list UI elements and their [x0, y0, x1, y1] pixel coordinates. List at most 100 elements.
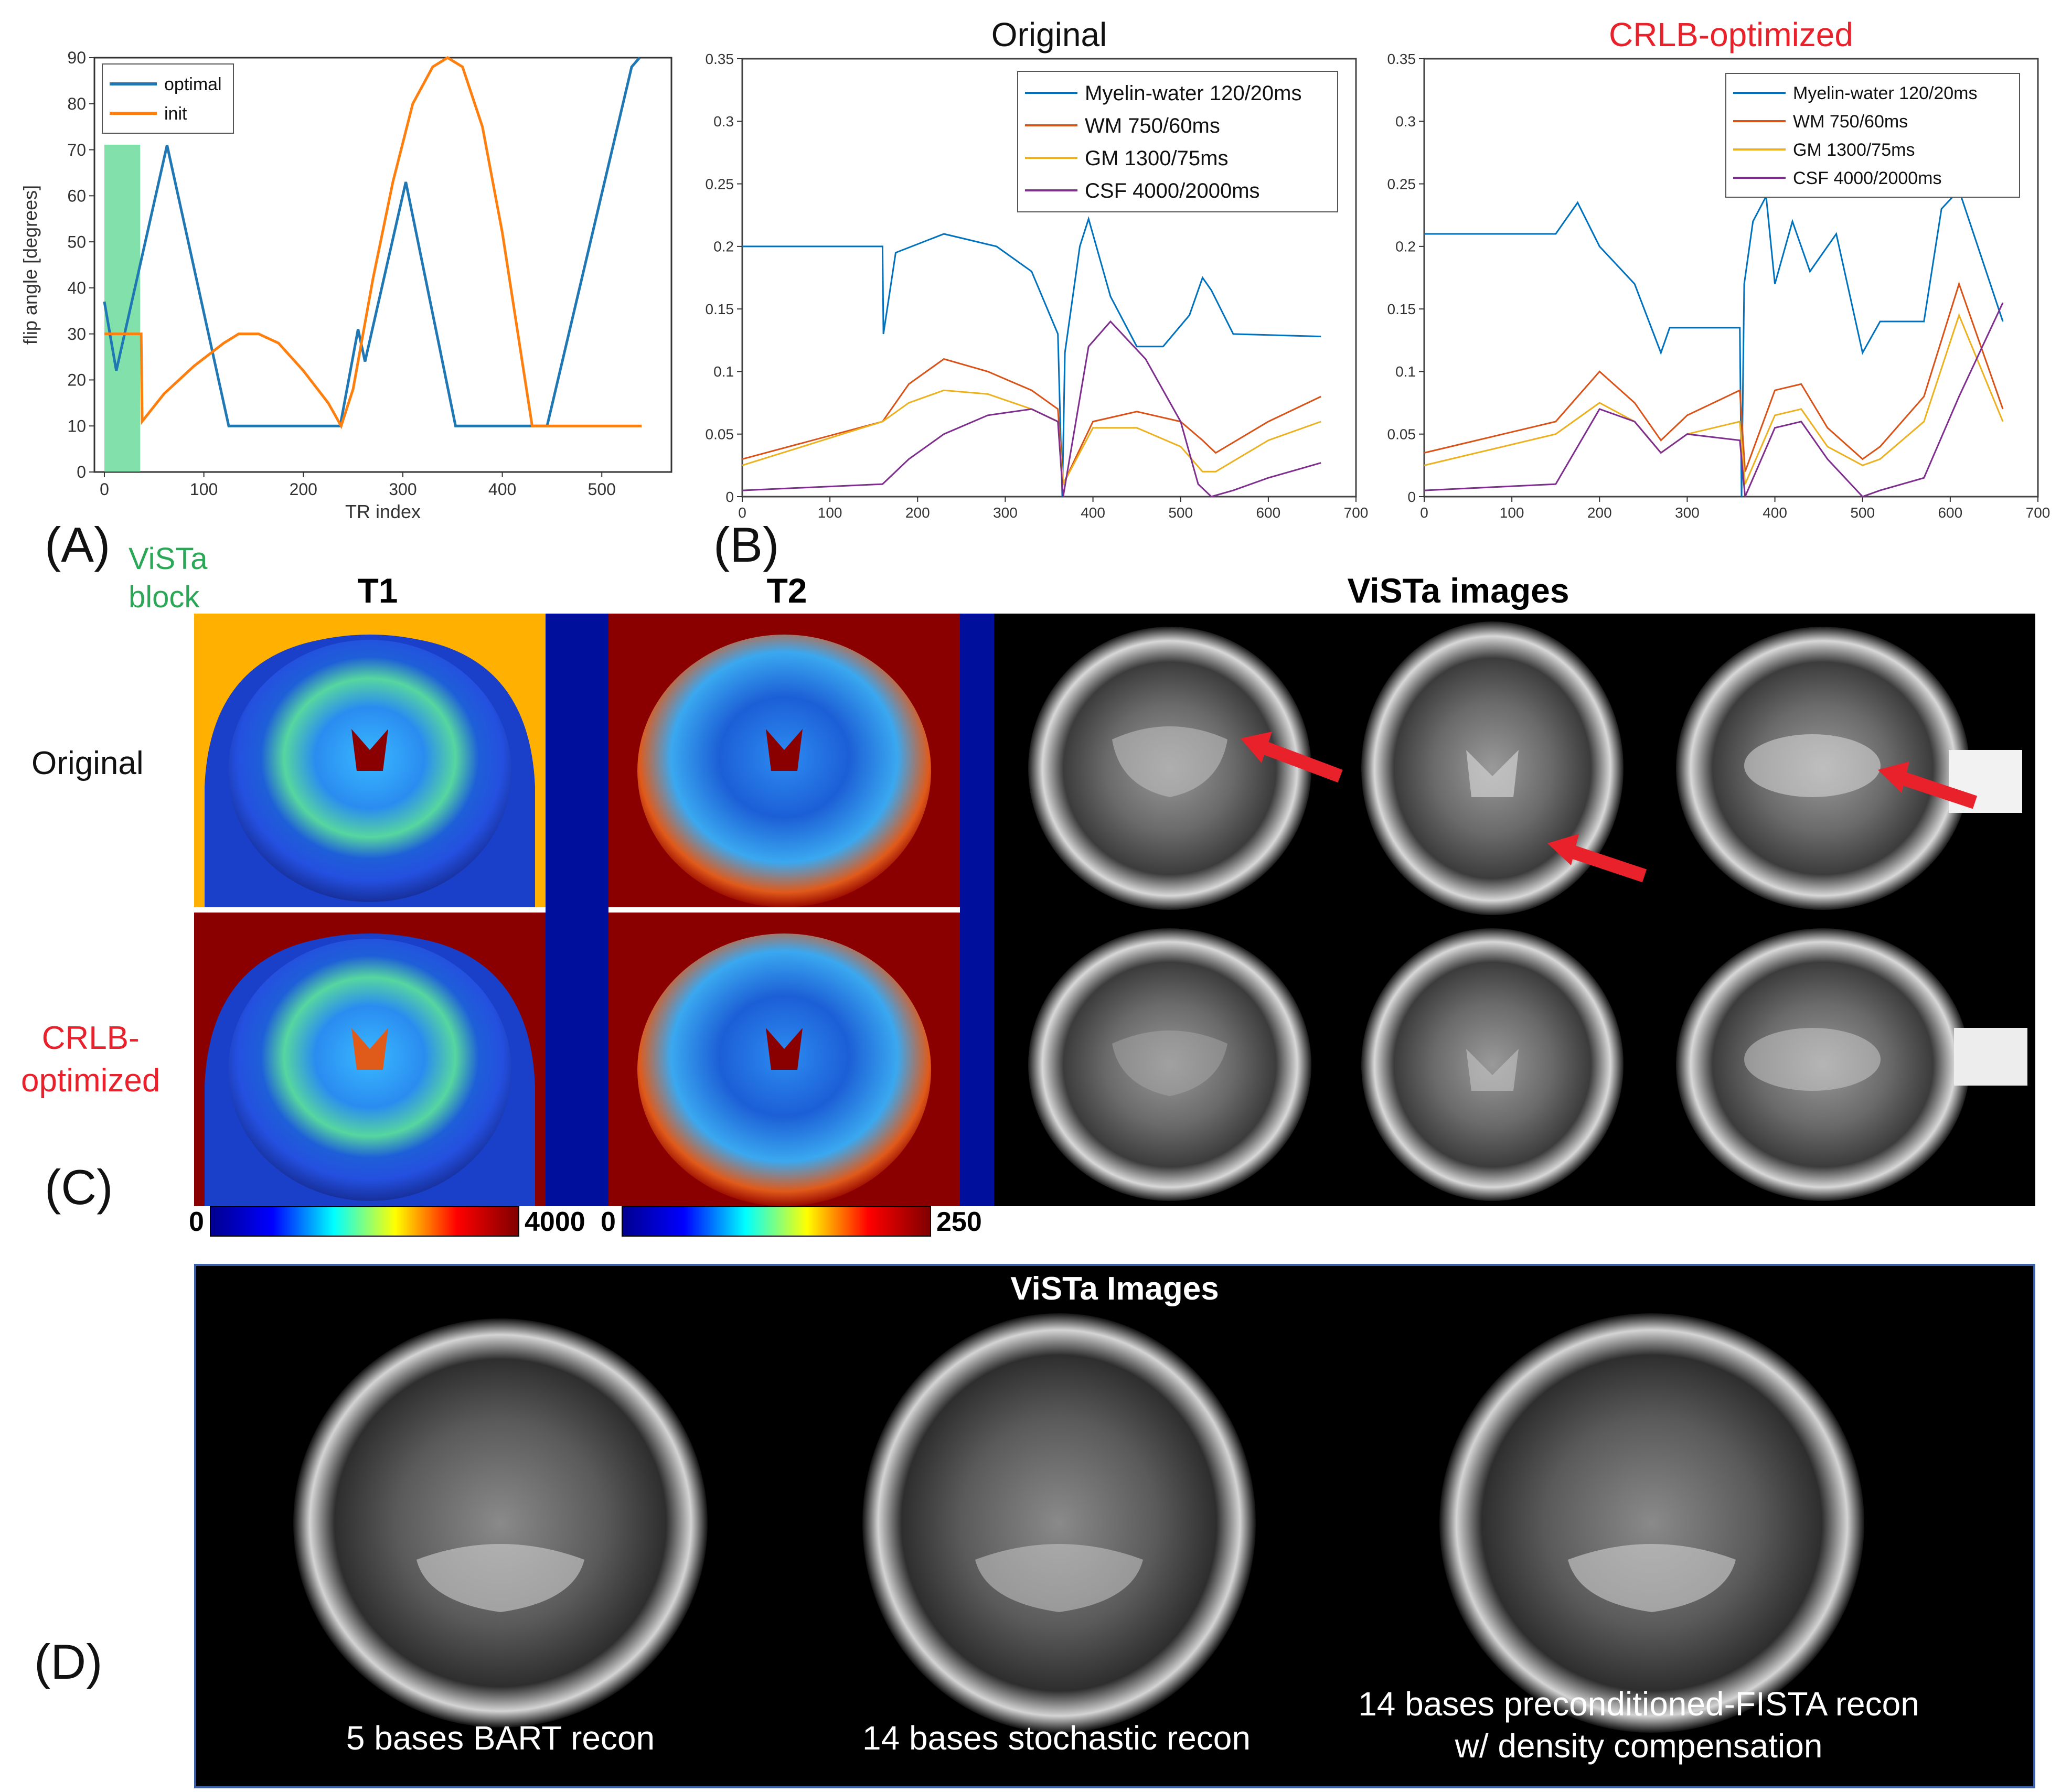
- y-tick-label: 0.3: [713, 113, 734, 130]
- vista-block-label: ViSTa block: [129, 540, 207, 616]
- legend-label-1: optimal: [164, 74, 222, 94]
- legend-label-4: CSF 4000/2000ms: [1085, 179, 1260, 202]
- t2-colorbar: [622, 1206, 931, 1237]
- x-tick-label: 400: [1081, 505, 1105, 521]
- series-line-4: [1424, 302, 2004, 498]
- y-axis-label: flip angle [degrees]: [19, 185, 41, 345]
- legend-box: [1017, 71, 1338, 212]
- y-tick-label: 0.25: [706, 176, 734, 192]
- vista-block-span: [104, 144, 141, 472]
- chart-b-original: 0 100 200 300 400 500 600 700 0 0.05 0.1 0.15 0.2 0.2…: [706, 16, 1369, 521]
- series-line-3: [742, 389, 1321, 487]
- t2-map-original: [546, 614, 997, 1206]
- t2-colorbar-min: 0: [601, 1207, 616, 1237]
- y-tick-label: 80: [67, 94, 86, 113]
- x-tick-label: 500: [1850, 505, 1875, 521]
- x-tick-label: 600: [1256, 505, 1280, 521]
- y-tick-label: 60: [67, 187, 86, 206]
- row-label-crlb-line2: optimized: [21, 1062, 161, 1099]
- y-tick-label: 20: [67, 371, 86, 390]
- t1-title: T1: [357, 571, 398, 610]
- chart-title: Original: [991, 16, 1107, 53]
- y-tick-label: 0.2: [713, 239, 734, 255]
- panel-d-frame: ViSTa Images 5 bases BART recon 14 bases…: [194, 1264, 2035, 1788]
- x-tick-label: 700: [2026, 505, 2051, 521]
- x-tick-label: 400: [1763, 505, 1787, 521]
- x-tick-label: 200: [905, 505, 930, 521]
- y-tick-label: 90: [67, 48, 86, 67]
- bart-recon-image: [293, 1318, 708, 1727]
- caption-fista: 14 bases preconditioned-FISTA recon w/ d…: [1298, 1683, 1980, 1767]
- legend-label-1: Myelin-water 120/20ms: [1085, 82, 1302, 105]
- x-tick-label: 100: [818, 505, 842, 521]
- chart-b-crlb: 0 100 200 300 400 500 600 700 0 0.05 0.1 0.15 0.2 0.2…: [1387, 16, 2051, 521]
- red-arrow-sagittal: [1878, 761, 1978, 809]
- x-tick-label: 100: [1500, 505, 1524, 521]
- y-tick-label: 40: [67, 278, 86, 297]
- y-tick-label: 0.3: [1395, 113, 1416, 130]
- y-tick-label: 0.15: [706, 301, 734, 317]
- y-tick-label: 70: [67, 141, 86, 159]
- y-tick-label: 0: [725, 489, 734, 505]
- t2-map-crlb: [608, 913, 960, 1206]
- vista-block-label-line1: ViSTa: [129, 542, 208, 576]
- stochastic-recon-image: [862, 1313, 1256, 1733]
- panel-label-b: (B): [713, 517, 779, 572]
- x-axis-label: TR index: [345, 501, 421, 522]
- y-tick-label: 0.15: [1387, 301, 1416, 317]
- series-line-4: [742, 320, 1321, 498]
- legend-label-4: CSF 4000/2000ms: [1793, 168, 1942, 188]
- legend-label-2: WM 750/60ms: [1085, 114, 1220, 137]
- panel-d-title: ViSTa Images: [1010, 1271, 1219, 1307]
- fista-recon-image: [1439, 1313, 1864, 1733]
- row-label-crlb: CRLB- optimized: [21, 1017, 160, 1102]
- panel-label-c: (C): [45, 1160, 113, 1215]
- caption-stochastic-line1: 14 bases stochastic recon: [862, 1719, 1251, 1757]
- series-line-2: [104, 56, 642, 430]
- panel-d-images: [293, 1313, 1864, 1733]
- y-tick-label: 0.1: [1395, 363, 1416, 380]
- t1-colorbar-min: 0: [189, 1207, 204, 1237]
- legend-box: [1725, 73, 2020, 198]
- vista-axial-crlb: [1028, 928, 1311, 1201]
- y-tick-label: 0.05: [706, 426, 734, 443]
- y-tick-label: 0.2: [1395, 239, 1416, 255]
- x-tick-label: 600: [1938, 505, 1962, 521]
- legend-label-1: Myelin-water 120/20ms: [1793, 83, 1977, 103]
- y-tick-label: 0: [1407, 489, 1416, 505]
- legend-label-3: GM 1300/75ms: [1085, 147, 1228, 170]
- y-tick-label: 50: [67, 232, 86, 251]
- series-line-3: [1424, 313, 2004, 485]
- vista-coronal-original: [1361, 621, 1624, 915]
- t1-map-crlb: [194, 913, 546, 1206]
- y-tick-label: 0.35: [706, 51, 734, 67]
- vista-block-label-line2: block: [129, 580, 200, 614]
- series-line-1: [742, 216, 1321, 497]
- caption-stochastic: 14 bases stochastic recon: [820, 1717, 1293, 1759]
- vista-sagittal-original: [1676, 627, 2022, 910]
- panel-label-d: (D): [34, 1634, 103, 1689]
- legend-label-3: GM 1300/75ms: [1793, 140, 1915, 160]
- x-tick-label: 700: [1344, 505, 1369, 521]
- x-tick-label: 400: [488, 480, 516, 499]
- series-line-2: [1424, 281, 2004, 472]
- y-tick-label: 10: [67, 416, 86, 435]
- t1-colorbar-max: 4000: [525, 1207, 585, 1237]
- x-tick-label: 300: [993, 505, 1018, 521]
- legend-box: [102, 63, 234, 134]
- y-tick-label: 0: [77, 463, 86, 481]
- t2-colorbar-max: 250: [936, 1207, 982, 1237]
- caption-fista-line2: w/ density compensation: [1455, 1727, 1823, 1765]
- x-tick-label: 300: [389, 480, 417, 499]
- chart-title: CRLB-optimized: [1609, 16, 1853, 53]
- x-tick-label: 0: [1420, 505, 1428, 521]
- t1-map-original: [194, 614, 546, 907]
- caption-bart-line1: 5 bases BART recon: [346, 1719, 655, 1757]
- x-tick-label: 200: [1587, 505, 1612, 521]
- row-label-crlb-line1: CRLB-: [41, 1020, 140, 1056]
- y-tick-label: 0.1: [713, 363, 734, 380]
- x-tick-label: 0: [738, 505, 746, 521]
- x-tick-label: 0: [100, 480, 109, 499]
- y-tick-label: 0.05: [1387, 426, 1416, 443]
- vista-images-grid: [994, 614, 2035, 1206]
